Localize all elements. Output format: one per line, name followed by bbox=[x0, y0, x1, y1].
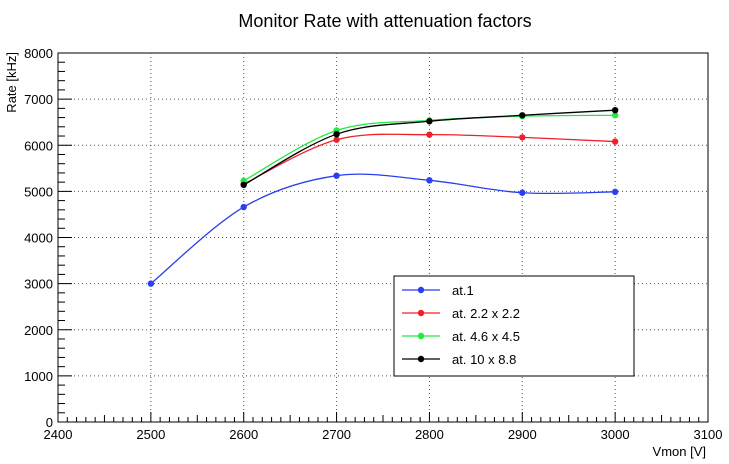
x-tick-label: 2700 bbox=[322, 427, 351, 442]
y-tick-label: 4000 bbox=[24, 231, 53, 246]
data-point bbox=[333, 136, 340, 143]
legend-marker bbox=[417, 355, 425, 363]
y-tick-label: 3000 bbox=[24, 277, 53, 292]
data-point bbox=[147, 280, 155, 287]
data-point bbox=[611, 112, 619, 119]
data-point bbox=[519, 189, 526, 196]
data-point bbox=[240, 203, 247, 211]
data-point bbox=[333, 130, 340, 138]
legend-marker bbox=[417, 286, 425, 294]
data-point bbox=[240, 181, 247, 189]
data-point bbox=[611, 188, 619, 196]
legend-marker bbox=[417, 309, 425, 317]
y-tick-label: 8000 bbox=[24, 46, 53, 61]
data-point bbox=[611, 106, 619, 114]
x-tick-label: 2600 bbox=[229, 427, 258, 442]
legend-label: at.1 bbox=[452, 283, 474, 298]
grid bbox=[58, 53, 708, 422]
y-tick-label: 6000 bbox=[24, 138, 53, 153]
y-tick-label: 5000 bbox=[24, 184, 53, 199]
series-group bbox=[147, 106, 619, 287]
legend-label: at. 10 x 8.8 bbox=[452, 352, 516, 367]
legend: at.1 at. 2.2 x 2.2 at. 4.6 x 4.5 at. 10 x 8… bbox=[393, 275, 635, 377]
chart-title: Monitor Rate with attenuation factors bbox=[238, 11, 531, 31]
x-tick-label: 2500 bbox=[136, 427, 165, 442]
axis-ticks bbox=[57, 52, 709, 423]
series-line-1 bbox=[150, 173, 616, 285]
data-point bbox=[519, 112, 526, 119]
data-point bbox=[519, 134, 526, 141]
x-tick-label: 2400 bbox=[44, 427, 73, 442]
y-axis-title: Rate [kHz] bbox=[4, 52, 19, 113]
tick-labels: 2400 2500 2600 2700 2800 2900 3000 3100 0 1000 200… bbox=[24, 46, 722, 442]
x-axis-title: Vmon [V] bbox=[653, 444, 706, 459]
y-tick-label: 2000 bbox=[24, 323, 53, 338]
x-tick-label: 3100 bbox=[694, 427, 723, 442]
x-tick-label: 2800 bbox=[415, 427, 444, 442]
data-point bbox=[426, 118, 433, 125]
data-point bbox=[333, 172, 340, 179]
x-tick-label: 3000 bbox=[601, 427, 630, 442]
legend-marker bbox=[417, 332, 425, 340]
y-tick-label: 7000 bbox=[24, 92, 53, 107]
data-point bbox=[426, 131, 433, 138]
y-tick-label: 0 bbox=[46, 415, 53, 430]
data-point bbox=[426, 177, 433, 184]
y-tick-label: 1000 bbox=[24, 369, 53, 384]
x-tick-label: 2900 bbox=[508, 427, 537, 442]
legend-label: at. 2.2 x 2.2 bbox=[452, 306, 520, 321]
data-point bbox=[611, 138, 619, 145]
legend-label: at. 4.6 x 4.5 bbox=[452, 329, 520, 344]
